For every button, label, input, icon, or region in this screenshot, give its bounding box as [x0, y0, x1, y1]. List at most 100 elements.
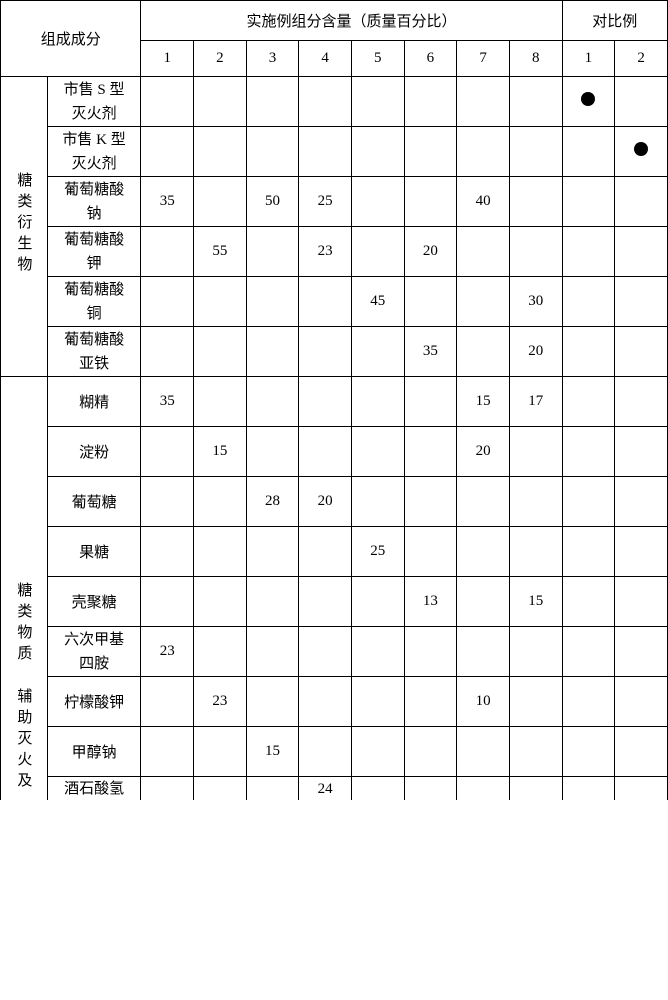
cell: [194, 527, 247, 577]
cell: [351, 127, 404, 177]
cell: [351, 477, 404, 527]
cell: [562, 777, 615, 801]
cell: [351, 427, 404, 477]
dot-icon: [634, 142, 648, 156]
cell: [615, 227, 668, 277]
cell: [351, 627, 404, 677]
cell: [351, 177, 404, 227]
cell: [404, 177, 457, 227]
cell: [246, 327, 299, 377]
cell: [246, 77, 299, 127]
cell: 10: [457, 677, 510, 727]
cell: [141, 227, 194, 277]
cell: [509, 227, 562, 277]
cell: [509, 677, 562, 727]
row-name: 淀粉: [47, 427, 141, 477]
cell: [351, 677, 404, 727]
cell: [404, 627, 457, 677]
row-name: 葡萄糖酸钠: [47, 177, 141, 227]
cell: [562, 427, 615, 477]
row-name: 葡萄糖酸铜: [47, 277, 141, 327]
col-ex-8: 8: [509, 41, 562, 77]
cell: [299, 327, 352, 377]
row-name: 果糖: [47, 527, 141, 577]
cell: [194, 377, 247, 427]
header-example-content: 实施例组分含量（质量百分比）: [141, 1, 562, 41]
cell: [404, 677, 457, 727]
cell: [615, 527, 668, 577]
cell: [615, 727, 668, 777]
cell: 23: [141, 627, 194, 677]
cell: [615, 477, 668, 527]
cell: [299, 577, 352, 627]
cell: [299, 527, 352, 577]
cell: [351, 77, 404, 127]
cell: 20: [404, 227, 457, 277]
cell: 17: [509, 377, 562, 427]
cell: 50: [246, 177, 299, 227]
cell: [457, 277, 510, 327]
cell: [509, 477, 562, 527]
cell: [562, 327, 615, 377]
cell: [194, 177, 247, 227]
cell: [351, 727, 404, 777]
cell: [246, 227, 299, 277]
cell: [509, 77, 562, 127]
cell: 20: [509, 327, 562, 377]
cell: [615, 577, 668, 627]
cell: 35: [141, 177, 194, 227]
cell: [615, 77, 668, 127]
cell: [351, 777, 404, 801]
cell: [194, 727, 247, 777]
col-ex-7: 7: [457, 41, 510, 77]
cell: 13: [404, 577, 457, 627]
cell: [615, 277, 668, 327]
cell: [562, 677, 615, 727]
cell: [246, 527, 299, 577]
cell: [457, 727, 510, 777]
cell-dot: [562, 77, 615, 127]
cell: [509, 127, 562, 177]
col-ex-1: 1: [141, 41, 194, 77]
cell: [404, 477, 457, 527]
cell: [141, 577, 194, 627]
cell: 45: [351, 277, 404, 327]
cell: [615, 177, 668, 227]
cell: [457, 627, 510, 677]
cell: [457, 327, 510, 377]
cell: [351, 377, 404, 427]
cell: [141, 277, 194, 327]
cell: [562, 277, 615, 327]
row-name: 葡萄糖酸亚铁: [47, 327, 141, 377]
cell: [246, 627, 299, 677]
cell: [141, 777, 194, 801]
cell: [246, 677, 299, 727]
row-name: 糊精: [47, 377, 141, 427]
cell: [562, 377, 615, 427]
row-name: 壳聚糖: [47, 577, 141, 627]
cell: [404, 277, 457, 327]
cell: [562, 577, 615, 627]
cell: [509, 427, 562, 477]
cell: [299, 677, 352, 727]
cell: [194, 627, 247, 677]
cell: [404, 77, 457, 127]
cell: 20: [299, 477, 352, 527]
cell: [509, 727, 562, 777]
cell: [562, 727, 615, 777]
row-name: 葡萄糖: [47, 477, 141, 527]
col-ct-2: 2: [615, 41, 668, 77]
cell: [246, 577, 299, 627]
cell: 28: [246, 477, 299, 527]
cell: [299, 627, 352, 677]
cell: [246, 377, 299, 427]
cell: [141, 327, 194, 377]
cell: [141, 127, 194, 177]
cell: [141, 677, 194, 727]
cell: [194, 327, 247, 377]
cell: [457, 127, 510, 177]
cell: [404, 527, 457, 577]
cell-dot: [615, 127, 668, 177]
cell: [194, 477, 247, 527]
cell: [562, 627, 615, 677]
